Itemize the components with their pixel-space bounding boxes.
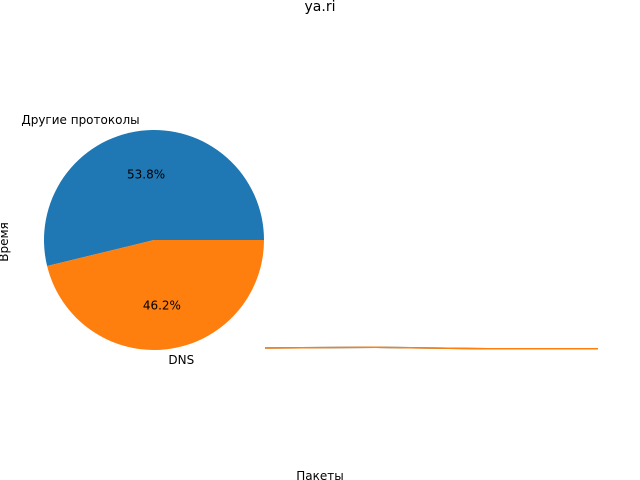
line-series-2 [264, 346, 598, 350]
pie-slice-other-protocols [43, 129, 264, 267]
line-plot [264, 346, 598, 350]
pie-percent-label-other: 53.8% [127, 168, 165, 182]
pie-slice-label-other: Другие протоколы [21, 113, 139, 127]
x-axis-label: Пакеты [296, 469, 343, 480]
y-axis-label: Время [0, 222, 11, 262]
chart-title: ya.ri [305, 0, 336, 15]
pie-chart: 53.8% 46.2% Другие протоколы DNS [21, 113, 265, 367]
pie-percent-label-dns: 46.2% [143, 299, 181, 313]
pie-slice-dns [47, 240, 265, 350]
pie-slice-label-dns: DNS [168, 353, 194, 367]
